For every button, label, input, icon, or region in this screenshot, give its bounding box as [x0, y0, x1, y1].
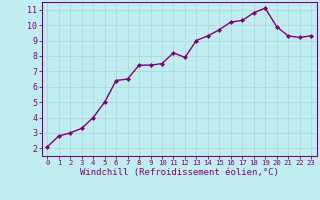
X-axis label: Windchill (Refroidissement éolien,°C): Windchill (Refroidissement éolien,°C): [80, 168, 279, 177]
